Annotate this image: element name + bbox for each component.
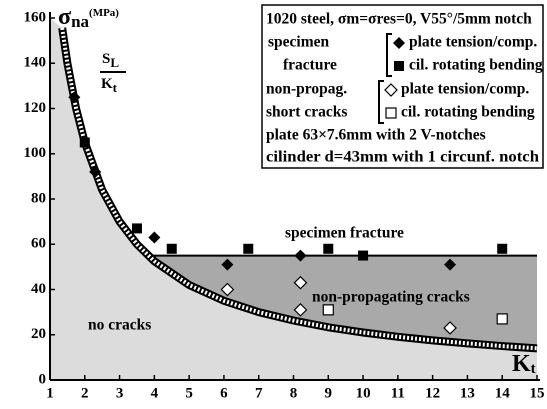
svg-text:fracture: fracture — [283, 57, 337, 74]
svg-text:SL: SL — [102, 51, 119, 70]
x-tick-label: 8 — [290, 385, 298, 401]
svg-text:plate 63×7.6mm with 2 V-notche: plate 63×7.6mm with 2 V-notches — [266, 127, 486, 144]
point — [323, 243, 334, 254]
point — [293, 275, 308, 290]
x-tick-label: 5 — [185, 385, 193, 401]
x-tick-label: 6 — [220, 385, 228, 401]
point — [79, 137, 90, 148]
region-label: non-propagating cracks — [312, 289, 470, 306]
point — [444, 258, 457, 271]
x-tick-label: 14 — [495, 385, 511, 401]
y-tick-label: 0 — [39, 371, 47, 387]
point — [220, 282, 235, 297]
point — [243, 243, 254, 254]
svg-text:specimen: specimen — [268, 34, 330, 51]
svg-text:plate tension/comp.: plate tension/comp. — [409, 34, 537, 51]
svg-text:short cracks: short cracks — [266, 104, 347, 121]
x-tick-label: 1 — [46, 385, 54, 401]
point — [294, 249, 307, 262]
x-tick-label: 9 — [325, 385, 333, 401]
x-tick-label: 2 — [81, 385, 89, 401]
point — [443, 321, 457, 335]
point — [166, 243, 177, 254]
point — [497, 243, 508, 254]
y-tick-label: 120 — [24, 100, 47, 116]
svg-text:cil. rotating bending: cil. rotating bending — [409, 57, 543, 74]
point — [131, 223, 142, 234]
y-tick-label: 140 — [24, 55, 47, 71]
y-label: σna(MPa) — [58, 4, 119, 31]
region-label: no cracks — [88, 317, 151, 334]
y-tick-label: 100 — [24, 145, 47, 161]
x-tick-label: 7 — [255, 385, 263, 401]
point — [148, 231, 161, 244]
point — [68, 91, 81, 104]
point — [358, 250, 369, 261]
region-non-propagating — [148, 255, 538, 349]
x-tick-label: 13 — [460, 385, 475, 401]
x-tick-label: 4 — [151, 385, 159, 401]
svg-text:non-propag.: non-propag. — [266, 81, 347, 98]
svg-text:Kt: Kt — [101, 76, 118, 95]
curve-label: SL Kt — [100, 51, 126, 95]
x-label: Kt — [512, 351, 536, 378]
svg-text:plate tension/comp.: plate tension/comp. — [401, 81, 529, 98]
svg-text:cilinder d=43mm with 1 circunf: cilinder d=43mm with 1 circunf. notch — [266, 149, 539, 166]
svg-text:1020 steel, σm=σres=0, V55°/5m: 1020 steel, σm=σres=0, V55°/5mm notch — [266, 11, 532, 28]
point — [496, 313, 508, 325]
point — [322, 304, 334, 316]
y-tick-label: 20 — [31, 326, 46, 342]
x-tick-label: 11 — [391, 385, 405, 401]
y-tick-label: 80 — [31, 190, 46, 206]
y-tick-label: 60 — [31, 236, 46, 252]
y-tick-label: 160 — [24, 9, 47, 25]
legend: 1020 steel, σm=σres=0, V55°/5mm notch sp… — [261, 4, 544, 169]
x-tick-label: 3 — [116, 385, 124, 401]
region-label: specimen fracture — [285, 225, 404, 242]
point — [221, 258, 234, 271]
point — [89, 165, 102, 178]
region-no-cracks — [50, 18, 537, 380]
y-tick-label: 40 — [31, 281, 46, 297]
x-tick-label: 15 — [530, 385, 545, 401]
x-tick-label: 10 — [356, 385, 371, 401]
marks — [68, 91, 508, 335]
x-tick-label: 12 — [425, 385, 440, 401]
svg-text:cil. rotating bending: cil. rotating bending — [401, 104, 535, 121]
regions — [50, 18, 538, 380]
point — [293, 303, 308, 317]
